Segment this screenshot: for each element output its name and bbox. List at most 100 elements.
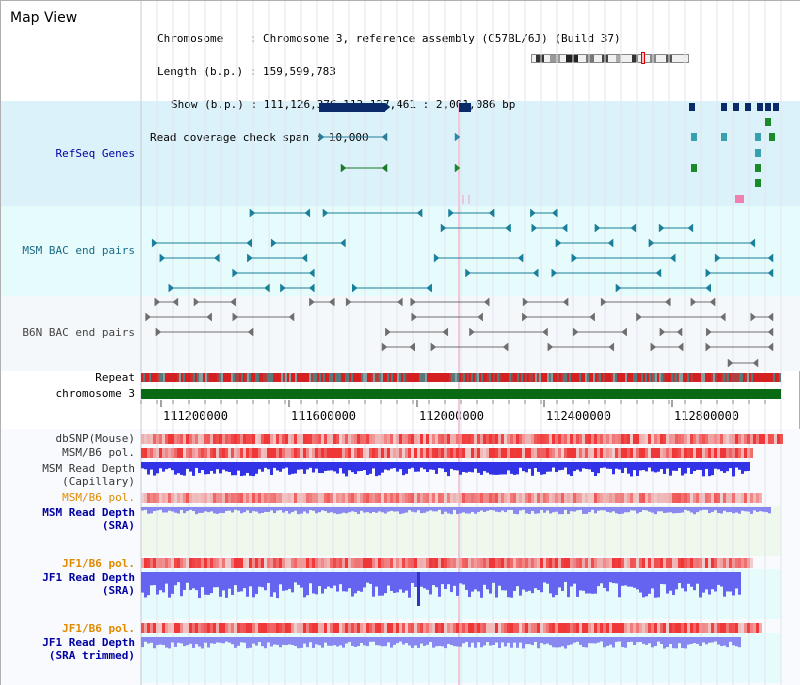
heat-cell (711, 448, 714, 458)
repeat-segment (329, 373, 331, 382)
b6n-bac-pair-end (206, 312, 212, 322)
depth-bar (558, 572, 561, 588)
depth-bar (357, 462, 360, 472)
depth-bar (516, 637, 519, 648)
depth-bar (678, 462, 681, 469)
depth-bar (732, 507, 735, 514)
depth-bar (555, 507, 558, 512)
repeat-segment (343, 373, 345, 382)
repeat-segment (223, 373, 225, 382)
heat-cell (312, 448, 315, 458)
heat-cell (555, 493, 558, 503)
heat-cell (153, 558, 156, 568)
heat-cell (417, 558, 420, 568)
heat-cell (546, 558, 549, 568)
depth-bar (537, 637, 540, 649)
b6n-bac-pair-end (385, 327, 391, 337)
heat-cell (687, 434, 690, 444)
repeat-segment (205, 373, 207, 382)
depth-bar (609, 462, 612, 469)
heat-cell (507, 558, 510, 568)
depth-bar (699, 507, 702, 511)
depth-bar (741, 462, 744, 474)
repeat-segment (233, 373, 235, 382)
heat-cell (351, 558, 354, 568)
heat-cell (639, 623, 642, 633)
heat-cell (420, 558, 423, 568)
depth-bar (483, 507, 486, 513)
jf1-pol-label-1[interactable]: JF1/B6 pol. (62, 557, 135, 570)
msm-pol-label-2[interactable]: MSM/B6 pol. (62, 491, 135, 504)
heat-cell (168, 493, 171, 503)
jf1-depth-sra-label-1[interactable]: JF1 Read Depth (42, 571, 135, 584)
heat-cell (450, 448, 453, 458)
msm-bac-pair-end (168, 283, 175, 293)
repeat-segment (291, 373, 293, 382)
depth-bar (315, 462, 318, 469)
b6n-bac-pair-end (430, 342, 437, 352)
heat-cell (654, 434, 657, 444)
heat-cell (660, 493, 663, 503)
jf1-pol-label-2[interactable]: JF1/B6 pol. (62, 622, 135, 635)
repeat-segment (759, 373, 761, 382)
depth-bar (675, 462, 678, 471)
heat-cell (186, 434, 189, 444)
repeat-segment (141, 373, 143, 382)
depth-bar (390, 507, 393, 511)
heat-cell (735, 558, 738, 568)
heat-cell (579, 558, 582, 568)
repeat-segment (425, 373, 427, 382)
heat-cell (771, 434, 774, 444)
heat-cell (558, 434, 561, 444)
repeat-segment (313, 373, 315, 382)
heat-cell (225, 623, 228, 633)
heat-cell (225, 493, 228, 503)
heat-cell (333, 623, 336, 633)
jf1-depth-trim-label-2: (SRA trimmed) (48, 649, 135, 662)
repeat-segment (383, 373, 385, 382)
depth-bar (327, 572, 330, 587)
heat-cell (531, 434, 534, 444)
heat-cell (459, 448, 462, 458)
jf1-depth-trim-label-1[interactable]: JF1 Read Depth (42, 636, 135, 649)
heat-cell (699, 434, 702, 444)
heat-cell (162, 623, 165, 633)
repeat-segment (227, 373, 229, 382)
repeat-segment (323, 373, 325, 382)
depth-bar (738, 637, 741, 648)
repeat-segment (561, 373, 563, 382)
heat-cell (450, 558, 453, 568)
heat-cell (588, 558, 591, 568)
repeat-segment (533, 373, 535, 382)
msm-bac-pair-end (151, 238, 158, 248)
depth-bar (522, 572, 525, 590)
depth-bar (252, 637, 255, 644)
b6n-bac-label[interactable]: B6N BAC end pairs (22, 326, 135, 339)
heat-cell (198, 448, 201, 458)
dbsnp-label[interactable]: dbSNP(Mouse) (55, 432, 135, 445)
repeat-segment (481, 373, 483, 382)
depth-bar (375, 507, 378, 513)
heat-cell (246, 623, 249, 633)
refseq-label[interactable]: RefSeq Genes (55, 147, 135, 160)
repeat-segment (585, 373, 587, 382)
repeat-segment (177, 373, 179, 382)
heat-cell (573, 558, 576, 568)
msm-pol-label-1[interactable]: MSM/B6 pol. (62, 446, 135, 459)
msm-depth-sra-label-1[interactable]: MSM Read Depth (42, 506, 135, 519)
heat-cell (477, 434, 480, 444)
heat-cell (684, 493, 687, 503)
msm-bac-label[interactable]: MSM BAC end pairs (22, 244, 135, 257)
depth-bar (363, 507, 366, 513)
heat-cell (519, 493, 522, 503)
repeat-segment (409, 373, 411, 382)
msm-depth-cap-label-1[interactable]: MSM Read Depth (42, 462, 135, 475)
depth-bar (150, 637, 153, 643)
heat-cell (705, 493, 708, 503)
depth-bar (303, 462, 306, 474)
repeat-segment (769, 373, 771, 382)
heat-cell (480, 493, 483, 503)
depth-bar (261, 572, 264, 588)
heat-cell (357, 623, 360, 633)
